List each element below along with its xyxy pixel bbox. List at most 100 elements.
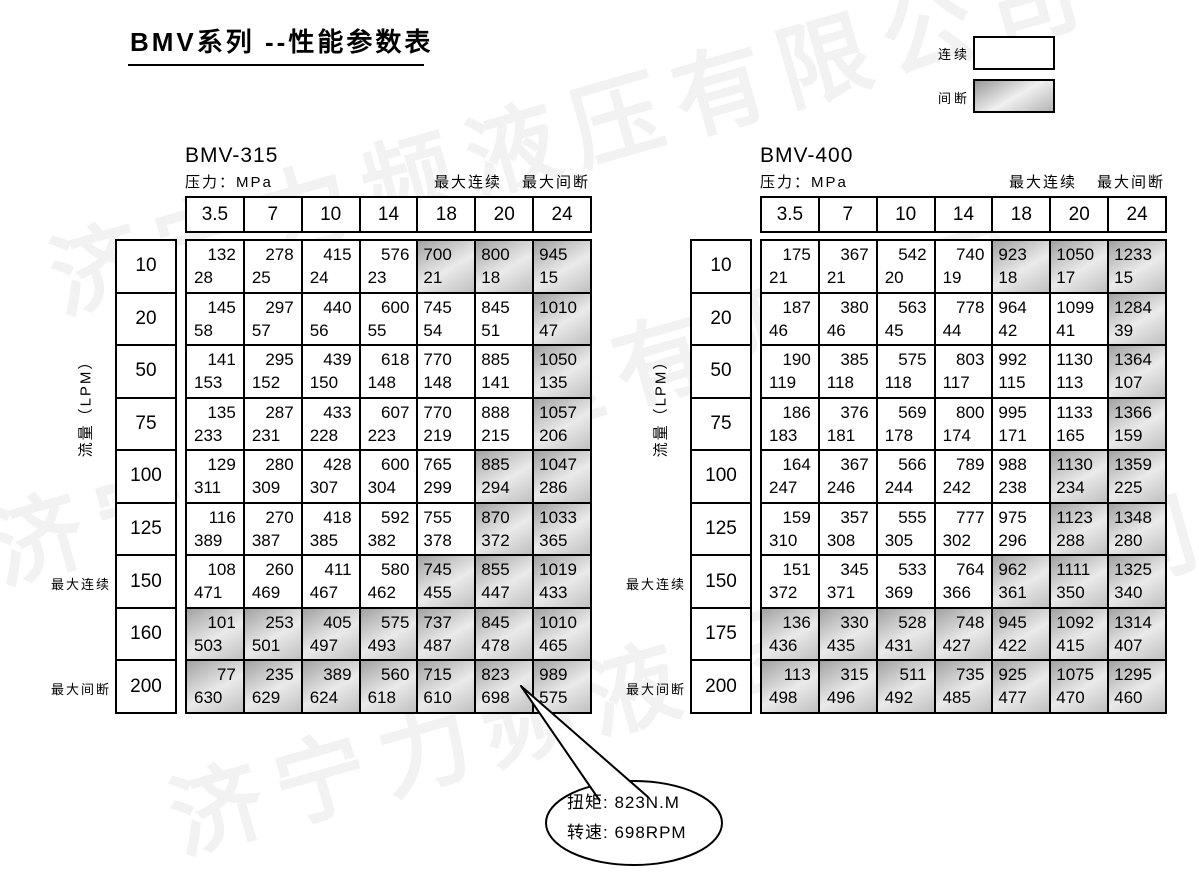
speed-value: 501 [251,635,281,655]
flow-cell: 200 [116,660,176,713]
torque-value: 575 [898,350,927,370]
torque-value: 964 [998,297,1027,317]
speed-value: 28 [194,268,213,287]
torque-value: 528 [898,612,927,632]
speed-value: 54 [423,320,443,340]
torque-value: 1033 [539,507,577,527]
torque-value: 700 [423,245,452,264]
speed-value: 435 [826,635,856,655]
speed-value: 20 [884,268,904,287]
torque-value: 748 [956,612,985,632]
torque-value: 778 [956,297,985,317]
data-cell: 175 21 [761,240,819,293]
data-cell: 1033 365 [533,502,591,556]
data-cell: 800 18 [475,240,534,293]
data-cell: 600 304 [359,450,418,503]
data-cell: 1075 470 [1050,660,1109,713]
speed-value: 460 [1114,688,1143,708]
speed-value: 113 [1056,373,1084,393]
torque-value: 357 [840,507,869,527]
torque-value: 770 [423,402,452,422]
data-cell: 1130 113 [1050,345,1109,398]
speed-value: 372 [769,583,798,603]
data-cell: 700 21 [417,240,476,293]
data-cell: 295 152 [243,345,302,398]
torque-value: 992 [998,350,1027,370]
speed-value: 462 [367,583,396,603]
torque-value: 164 [782,455,811,475]
torque-value: 533 [898,560,927,580]
flow-column: 10 20 50 75 100 125 150 160 200 [115,239,177,714]
torque-value: 600 [381,455,410,475]
data-cell: 803 117 [934,345,993,398]
speed-value: 387 [251,530,281,550]
torque-value: 253 [265,612,294,632]
speed-value: 365 [539,530,568,550]
speed-value: 21 [769,268,788,287]
flow-column: 10 20 50 75 100 125 150 175 200 [690,239,752,714]
speed-value: 698 [481,688,510,708]
data-cell: 777 302 [934,502,993,556]
torque-value: 1233 [1114,245,1152,264]
torque-value: 845 [481,612,510,632]
torque-value: 618 [381,350,410,370]
data-cell: 411 467 [301,555,360,608]
speed-value: 492 [884,688,914,708]
torque-value: 135 [207,402,236,422]
torque-value: 755 [423,507,452,527]
data-cell: 116 389 [186,502,244,556]
speed-value: 215 [481,425,510,445]
torque-value: 186 [782,402,811,422]
pressure-unit-label: 压力：MPa [760,174,848,191]
legend-intermittent-swatch [973,79,1055,113]
torque-value: 870 [481,507,510,527]
torque-value: 330 [840,612,869,632]
speed-value: 57 [251,320,271,340]
data-cell: 740 19 [934,240,993,293]
speed-value: 436 [769,635,798,655]
speed-value: 372 [481,530,510,550]
torque-value: 580 [381,560,410,580]
data-cell: 542 20 [876,240,935,293]
data-cell: 235 629 [243,660,302,713]
torque-value: 1359 [1114,455,1152,475]
speed-value: 152 [251,373,281,393]
data-cell: 735 485 [934,660,993,713]
torque-value: 1130 [1056,350,1093,370]
data-cell: 385 118 [818,345,877,398]
pressure-header-cell: 3.5 [761,197,819,232]
speed-value: 493 [367,635,396,655]
data-cell: 1123 288 [1050,502,1109,556]
speed-value: 246 [826,478,856,498]
torque-value: 1314 [1114,612,1152,632]
torque-value: 175 [782,245,811,264]
speed-value: 470 [1056,688,1085,708]
torque-value: 418 [323,507,352,527]
pressure-header-row: 3.5 7 10 14 18 20 24 [185,196,592,233]
flow-cell: 150 [116,555,176,608]
data-cell: 415 24 [301,240,360,293]
speed-value: 118 [884,373,912,393]
speed-value: 17 [1056,268,1076,287]
flow-cell: 150 [691,555,751,608]
data-cell: 975 296 [992,502,1051,556]
data-cell: 280 309 [243,450,302,503]
speed-value: 56 [309,320,329,340]
pressure-header-row: 3.5 7 10 14 18 20 24 [760,196,1167,233]
data-cell: 962 361 [992,555,1051,608]
data-cell: 945 15 [533,240,591,293]
data-cell: 569 178 [876,397,935,451]
torque-value: 555 [898,507,927,527]
torque-value: 789 [956,455,985,475]
max-continuous-row-label: 最大连续 [50,577,111,592]
torque-value: 1130 [1056,455,1093,475]
data-cell: 737 487 [417,607,476,661]
data-cell: 129 311 [186,450,244,503]
data-cell: 923 18 [992,240,1051,293]
torque-value: 297 [265,297,294,317]
speed-value: 45 [884,320,904,340]
pressure-header-cell: 10 [876,197,935,232]
pressure-header-cell: 20 [475,197,534,232]
speed-value: 18 [998,268,1018,287]
flow-cell: 20 [116,292,176,346]
